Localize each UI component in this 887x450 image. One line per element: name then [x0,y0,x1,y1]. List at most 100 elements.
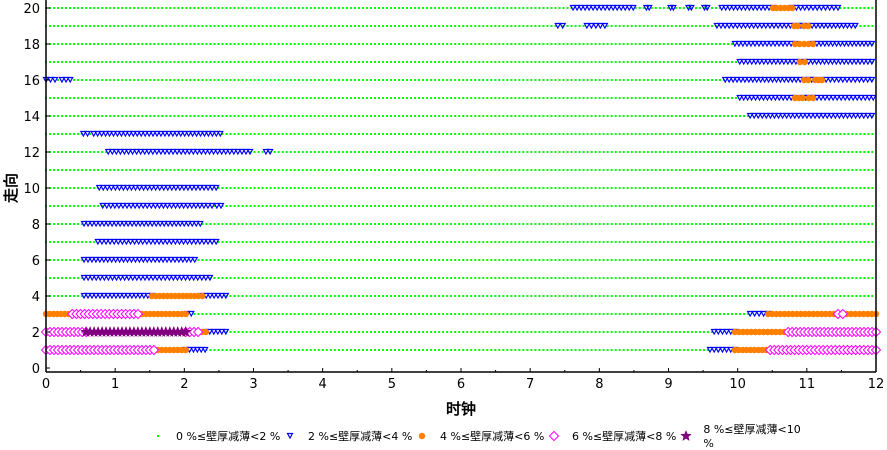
point-c0 [694,295,697,297]
point-c0 [458,259,461,261]
point-c0 [422,43,425,45]
x-tick-label: 6 [457,377,465,392]
point-c0 [735,187,738,189]
point-c0 [377,331,380,333]
point-c0 [261,25,264,27]
point-c0 [285,187,288,189]
point-c0 [277,187,280,189]
point-c0 [173,25,176,27]
point-c1 [80,220,88,228]
point-c0 [755,169,758,171]
point-c0 [193,97,196,99]
point-c0 [634,331,637,333]
point-c0 [522,187,525,189]
point-c0 [390,7,393,9]
point-c0 [510,115,513,117]
point-c0 [337,259,340,261]
point-c0 [642,277,645,279]
point-c1 [834,4,842,12]
point-c0 [498,43,501,45]
point-c0 [365,205,368,207]
point-c1 [151,202,159,210]
point-c0 [385,79,388,81]
point-c0 [570,205,573,207]
point-c0 [646,295,649,297]
point-c0 [771,133,774,135]
point-c0 [534,169,537,171]
point-c0 [650,349,653,351]
point-c0 [229,223,232,225]
point-c0 [269,187,272,189]
point-c0 [522,97,525,99]
point-c0 [466,151,469,153]
point-c0 [221,349,224,351]
point-c1 [717,22,725,30]
point-c1 [204,238,212,246]
point-c0 [61,295,64,297]
point-c0 [201,223,204,225]
point-c1 [88,292,96,300]
point-c0 [554,349,557,351]
point-c1 [629,4,637,12]
point-c0 [61,61,64,63]
point-c0 [482,169,485,171]
point-c0 [225,187,228,189]
point-c0 [598,187,601,189]
point-c0 [81,25,84,27]
point-c0 [574,133,577,135]
point-c0 [221,79,224,81]
point-c0 [265,133,268,135]
point-c0 [462,97,465,99]
point-c0 [470,187,473,189]
point-c0 [149,115,152,117]
point-c0 [690,331,693,333]
point-c0 [269,277,272,279]
point-c1 [161,148,169,156]
point-c0 [650,295,653,297]
point-c0 [494,277,497,279]
point-c0 [747,223,750,225]
point-c1 [723,346,731,354]
point-c0 [337,295,340,297]
point-c0 [726,313,729,315]
point-c0 [714,97,717,99]
point-c1 [147,256,155,264]
y-tick-label: 16 [23,74,40,89]
point-c0 [662,223,665,225]
point-c0 [674,187,677,189]
point-c0 [369,115,372,117]
point-c0 [763,223,766,225]
point-c1 [139,238,147,246]
point-c0 [799,295,802,297]
row-1 [40,344,882,356]
point-c0 [402,169,405,171]
point-c0 [871,187,874,189]
point-c0 [273,61,276,63]
point-c0 [410,169,413,171]
point-c0 [739,133,742,135]
point-c1 [710,346,718,354]
point-c0 [823,277,826,279]
point-c0 [566,223,569,225]
point-c0 [337,241,340,243]
point-c0 [377,295,380,297]
point-c0 [466,295,469,297]
point-c0 [646,259,649,261]
point-c0 [245,25,248,27]
point-c1 [769,76,777,84]
point-c1 [828,58,836,66]
point-c0 [831,133,834,135]
point-c0 [482,61,485,63]
point-c0 [779,241,782,243]
point-c0 [843,205,846,207]
point-c0 [771,277,774,279]
point-c0 [305,133,308,135]
point-c0 [726,151,729,153]
point-c0 [554,151,557,153]
point-c1 [605,4,613,12]
point-c1 [129,274,137,282]
point-c1 [756,58,764,66]
point-c0 [390,79,393,81]
point-c1 [200,130,208,138]
point-c0 [341,349,344,351]
